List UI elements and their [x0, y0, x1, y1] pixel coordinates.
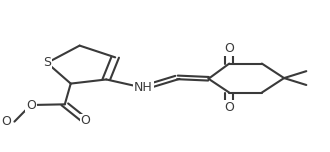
Text: O: O [81, 114, 90, 127]
Text: NH: NH [134, 81, 153, 94]
Text: O: O [26, 98, 36, 112]
Text: S: S [43, 56, 51, 69]
Text: O: O [224, 42, 234, 55]
Text: O: O [224, 101, 234, 114]
Text: O: O [2, 115, 12, 128]
